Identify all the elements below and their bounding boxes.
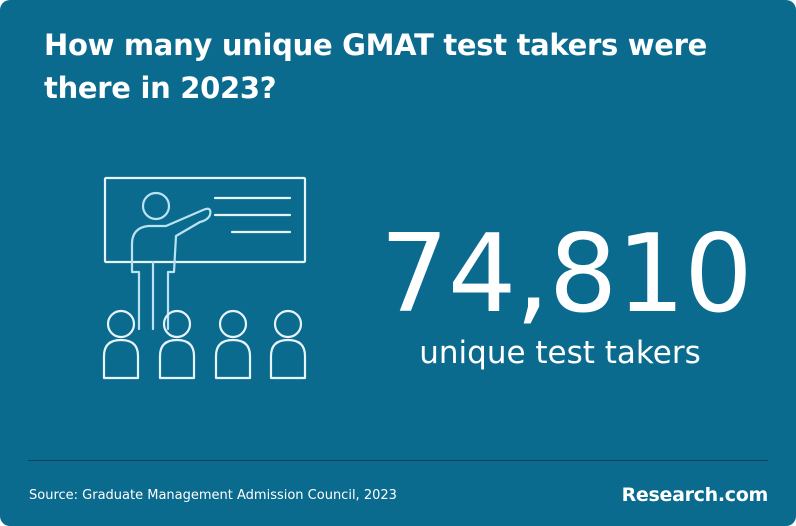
title-line: How many unique GMAT test takers were: [44, 28, 707, 62]
stat-value: 74,810: [380, 212, 753, 337]
title: How many unique GMAT test takers were th…: [44, 24, 707, 110]
stat-label: unique test takers: [419, 335, 701, 371]
divider: [28, 460, 768, 461]
source: Source: Graduate Management Admission Co…: [29, 488, 397, 503]
brand: Research.com: [621, 484, 769, 506]
title-line: there in 2023?: [44, 71, 277, 105]
teacher-icon: [102, 176, 307, 380]
